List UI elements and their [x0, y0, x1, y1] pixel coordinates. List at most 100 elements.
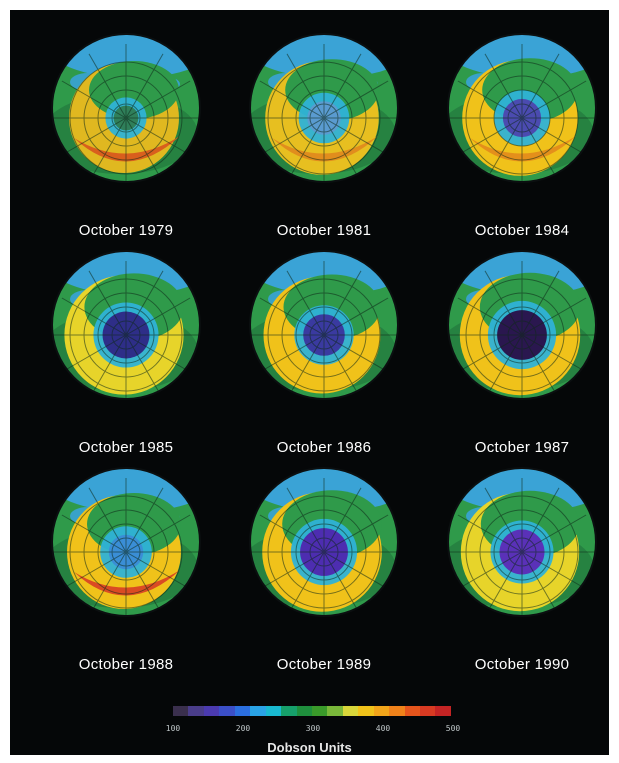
globe-cell-1979: October 1979	[22, 30, 222, 245]
globe-rim	[51, 467, 201, 617]
land-blue-north	[448, 34, 596, 78]
land-blue-north	[250, 251, 398, 295]
globe-cell-1985: October 1985	[22, 247, 222, 462]
scale-tick: 400	[375, 724, 391, 733]
scale-tick: 100	[165, 724, 181, 733]
graticule	[52, 261, 200, 399]
graticule-line	[259, 297, 389, 373]
land-blue-north	[52, 34, 200, 78]
graticule	[250, 44, 398, 182]
scale-swatch	[327, 706, 343, 716]
land-blue-north	[250, 34, 398, 78]
globe-cell-1989: October 1989	[220, 464, 420, 679]
graticule-line	[61, 297, 191, 373]
globe-layer	[52, 251, 200, 399]
globe-layer	[52, 34, 200, 182]
scale-swatch	[296, 706, 312, 716]
graticule	[52, 478, 200, 616]
globe-layer	[52, 468, 200, 616]
globe-rim	[249, 467, 399, 617]
globe-rim	[447, 33, 597, 183]
panel-caption: October 1985	[78, 439, 174, 456]
globe-image	[447, 33, 597, 183]
globe-image	[249, 250, 399, 400]
panel-caption: October 1987	[474, 439, 570, 456]
graticule	[448, 261, 596, 399]
globe-cell-1990: October 1990	[418, 464, 609, 679]
graticule	[250, 478, 398, 616]
scale-swatch	[404, 706, 420, 716]
panel-caption: October 1989	[276, 656, 372, 673]
color-scale-ticks: 100 200 300 400 500	[163, 724, 463, 736]
scale-swatch	[311, 706, 328, 716]
color-scale-legend: 100 200 300 400 500 Dobson Units	[10, 700, 609, 755]
graticule	[250, 261, 398, 399]
scale-swatch	[420, 706, 436, 716]
graticule-line	[259, 80, 389, 156]
globe-cell-1988: October 1988	[22, 464, 222, 679]
globe-image	[51, 33, 201, 183]
scale-tick: 200	[235, 724, 251, 733]
graticule-line	[61, 514, 191, 590]
ozone-band	[74, 136, 180, 162]
land-blue-north	[52, 468, 200, 512]
ozone-band	[470, 570, 576, 596]
land-blue-north	[448, 468, 596, 512]
scale-swatch	[265, 706, 282, 716]
panel-caption: October 1979	[78, 222, 174, 239]
scale-swatch	[373, 706, 390, 716]
graticule	[448, 478, 596, 616]
panel-caption: October 1981	[276, 222, 372, 239]
ozone-band	[272, 136, 378, 162]
ozone-band	[272, 570, 378, 596]
figure-panel: October 1979 October 1981 October 1984 O…	[10, 10, 609, 755]
scale-swatch	[219, 706, 235, 716]
land-blue-north	[52, 251, 200, 295]
globe-rim	[249, 250, 399, 400]
graticule-line	[259, 514, 389, 590]
globe-rim	[447, 467, 597, 617]
globe-cell-1987: October 1987	[418, 247, 609, 462]
scale-swatch	[281, 706, 297, 716]
panel-caption: October 1988	[78, 656, 174, 673]
globe-layer	[448, 251, 596, 399]
scale-swatch	[188, 706, 204, 716]
globe-cell-1984: October 1984	[418, 30, 609, 245]
panel-caption: October 1986	[276, 439, 372, 456]
graticule-line	[61, 80, 191, 156]
ozone-band	[470, 353, 576, 379]
scale-swatch	[342, 706, 359, 716]
globe-image	[249, 467, 399, 617]
graticule-line	[457, 514, 587, 590]
graticule	[448, 44, 596, 182]
graticule-line	[457, 297, 587, 373]
globe-cell-1981: October 1981	[220, 30, 420, 245]
globe-rim	[447, 250, 597, 400]
graticule	[52, 44, 200, 182]
scale-swatch	[203, 706, 220, 716]
globe-image	[447, 467, 597, 617]
panel-caption: October 1990	[474, 656, 570, 673]
globe-layer	[448, 468, 596, 616]
globe-layer	[250, 251, 398, 399]
scale-swatch	[173, 706, 189, 716]
scale-swatch	[435, 706, 451, 716]
globe-layer	[448, 34, 596, 182]
globe-layer	[250, 468, 398, 616]
ozone-band	[272, 353, 378, 379]
globe-image	[51, 467, 201, 617]
globe-layer	[250, 34, 398, 182]
color-scale-bar	[173, 706, 451, 716]
globe-image	[51, 250, 201, 400]
panel-caption: October 1984	[474, 222, 570, 239]
globe-image	[447, 250, 597, 400]
globe-grid: October 1979 October 1981 October 1984 O…	[10, 10, 609, 673]
ozone-band	[74, 353, 180, 379]
land-blue-north	[250, 468, 398, 512]
scale-swatch	[389, 706, 405, 716]
globe-rim	[51, 33, 201, 183]
globe-rim	[51, 250, 201, 400]
land-blue-north	[448, 251, 596, 295]
scale-tick: 300	[305, 724, 321, 733]
scale-swatch	[358, 706, 374, 716]
